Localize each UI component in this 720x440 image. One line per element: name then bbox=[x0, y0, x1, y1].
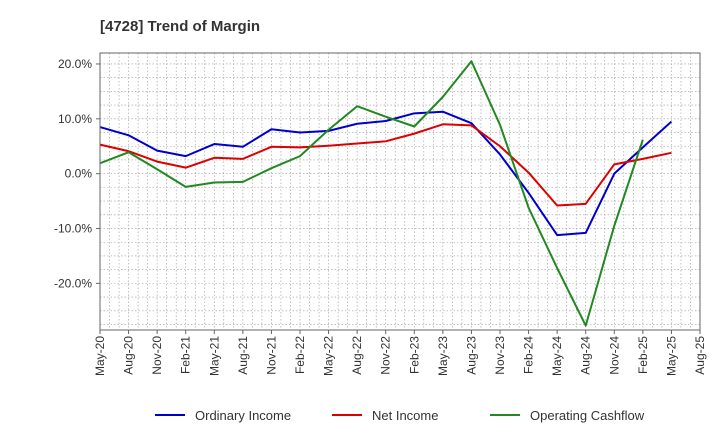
y-tick-label: 20.0% bbox=[58, 57, 92, 71]
series-line-ordinary-income bbox=[99, 110, 673, 237]
legend-label: Ordinary Income bbox=[195, 408, 291, 423]
x-tick-label: Aug-23 bbox=[464, 336, 478, 375]
series-line-operating-cashflow bbox=[99, 60, 644, 327]
legend-label: Operating Cashflow bbox=[530, 408, 645, 423]
x-tick-label: Feb-21 bbox=[179, 336, 193, 374]
x-tick-label: Feb-22 bbox=[293, 336, 307, 374]
x-tick-label: Nov-20 bbox=[150, 336, 164, 375]
y-axis: -20.0% -10.0% 0.0% 10.0% 20.0% bbox=[54, 57, 100, 290]
legend-label: Net Income bbox=[372, 408, 438, 423]
y-tick-label: -10.0% bbox=[54, 222, 92, 236]
x-tick-label: Aug-21 bbox=[236, 336, 250, 375]
x-tick-label: Nov-21 bbox=[264, 336, 278, 375]
series-line-net-income bbox=[99, 123, 672, 207]
x-tick-label: Nov-22 bbox=[379, 336, 393, 375]
x-tick-label: Aug-20 bbox=[122, 336, 136, 375]
x-tick-label: Feb-23 bbox=[407, 336, 421, 374]
x-tick-label: Feb-25 bbox=[636, 336, 650, 374]
legend: Ordinary Income Net Income Operating Cashf… bbox=[155, 408, 645, 423]
x-tick-label: Nov-24 bbox=[607, 336, 621, 375]
y-tick-label: 0.0% bbox=[65, 167, 93, 181]
x-tick-label: Aug-22 bbox=[350, 336, 364, 375]
x-tick-label: May-22 bbox=[322, 336, 336, 376]
x-axis: May-20 Aug-20 Nov-20 Feb-21 May-21 Aug-21 Nov-… bbox=[93, 330, 707, 376]
x-tick-label: Aug-25 bbox=[693, 336, 707, 375]
x-tick-label: May-21 bbox=[207, 336, 221, 376]
x-tick-label: May-20 bbox=[93, 336, 107, 376]
series-lines bbox=[99, 60, 673, 327]
chart-title: [4728] Trend of Margin bbox=[100, 18, 260, 35]
x-tick-label: Aug-24 bbox=[579, 336, 593, 375]
y-tick-label: 10.0% bbox=[58, 112, 92, 126]
x-tick-label: Nov-23 bbox=[493, 336, 507, 375]
grid-lines bbox=[100, 53, 700, 330]
x-tick-label: May-23 bbox=[436, 336, 450, 376]
plot-border bbox=[99, 52, 701, 331]
y-tick-label: -20.0% bbox=[54, 276, 92, 290]
x-tick-label: May-25 bbox=[664, 336, 678, 376]
x-tick-label: Feb-24 bbox=[522, 336, 536, 374]
x-tick-label: May-24 bbox=[550, 336, 564, 376]
